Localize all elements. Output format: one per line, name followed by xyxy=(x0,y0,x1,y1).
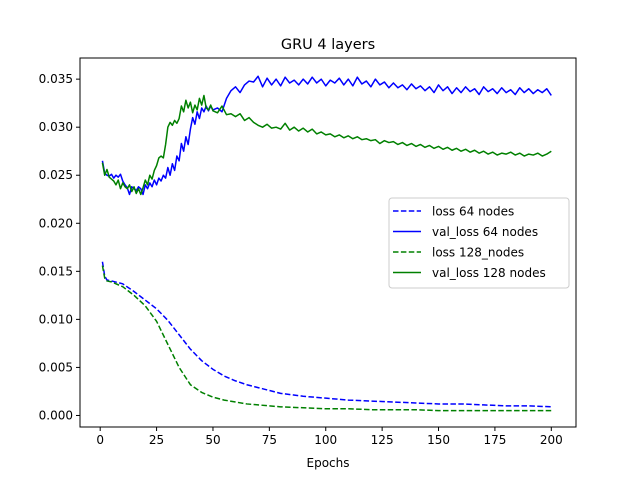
x-tick-label: 50 xyxy=(205,433,220,447)
x-axis-label: Epochs xyxy=(307,456,350,470)
chart-title: GRU 4 layers xyxy=(281,37,375,53)
y-tick-label: 0.035 xyxy=(39,72,73,86)
legend-label: val_loss 128 nodes xyxy=(432,266,546,280)
y-axis: 0.000 0.005 0.010 0.015 0.020 0.025 0.030 0.035 xyxy=(39,72,80,422)
y-tick-label: 0.025 xyxy=(39,168,73,182)
y-tick-label: 0.010 xyxy=(39,312,73,326)
legend-label: loss 128_nodes xyxy=(432,246,524,260)
x-tick-label: 25 xyxy=(149,433,164,447)
y-tick-label: 0.000 xyxy=(39,408,73,422)
legend: loss 64 nodes val_loss 64 nodes loss 128_n… xyxy=(388,197,570,289)
legend-box xyxy=(388,197,570,289)
axes-frame xyxy=(79,57,577,428)
series-line-0 xyxy=(101,261,552,408)
x-tick-label: 75 xyxy=(262,433,277,447)
x-tick-label: 200 xyxy=(540,433,563,447)
y-tick-label: 0.020 xyxy=(39,216,73,230)
series-layer xyxy=(101,75,552,412)
y-tick-label: 0.005 xyxy=(39,360,73,374)
plot-area xyxy=(79,57,577,428)
x-tick-label: 100 xyxy=(314,433,337,447)
legend-label: loss 64 nodes xyxy=(432,205,514,219)
x-tick-label: 0 xyxy=(96,433,104,447)
x-tick-label: 125 xyxy=(371,433,394,447)
y-tick-label: 0.030 xyxy=(39,120,73,134)
x-tick-label: 150 xyxy=(427,433,450,447)
legend-items: loss 64 nodes val_loss 64 nodes loss 128_n… xyxy=(393,205,546,280)
legend-label: val_loss 64 nodes xyxy=(432,225,538,239)
series-line-3 xyxy=(101,94,552,196)
x-tick-label: 175 xyxy=(483,433,506,447)
y-tick-label: 0.015 xyxy=(39,264,73,278)
series-line-2 xyxy=(101,265,552,412)
x-axis: 0 25 50 75 100 125 150 175 200 xyxy=(96,427,563,447)
series-line-1 xyxy=(101,75,552,196)
